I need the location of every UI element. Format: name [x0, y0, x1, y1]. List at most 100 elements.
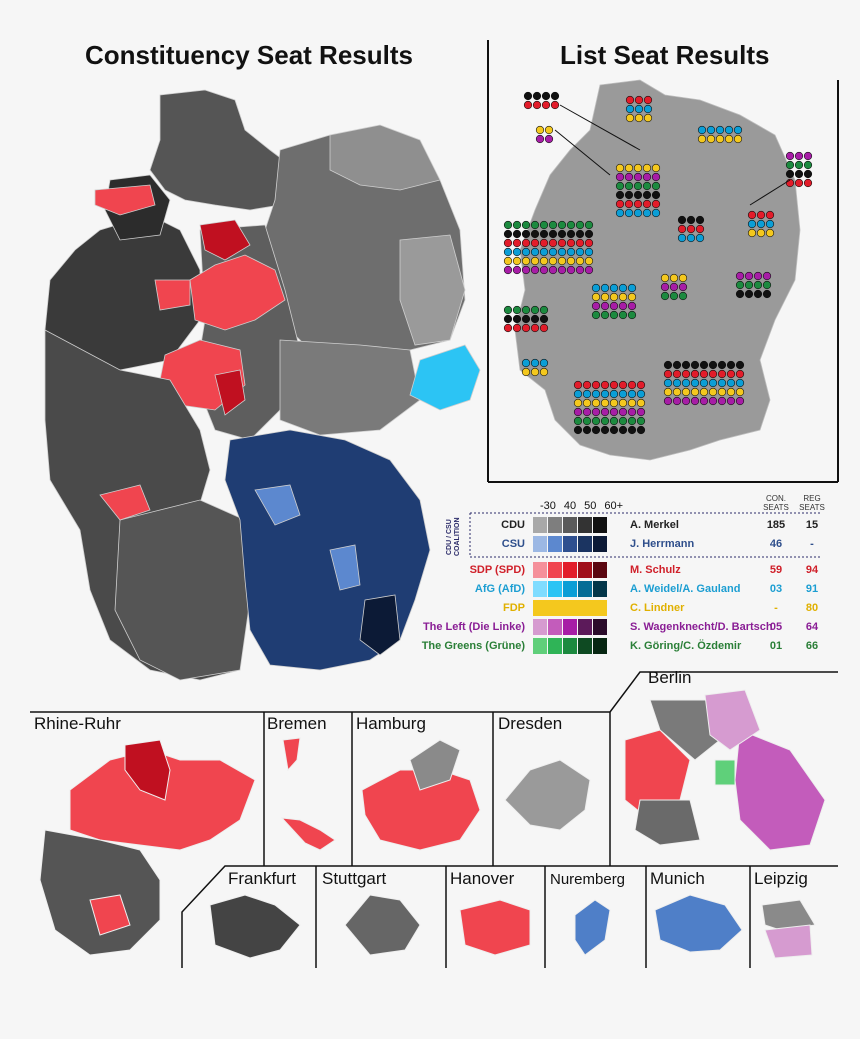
region-spd-north — [189, 254, 286, 331]
seat-dot — [699, 378, 709, 388]
seat-dot — [521, 247, 531, 257]
inset-shapes — [39, 689, 826, 959]
inset-label-nuremberg: Nuremberg — [550, 871, 626, 888]
legend-swatch — [548, 562, 562, 578]
legend-leader: A. Merkel — [630, 519, 679, 531]
seat-dot — [634, 95, 644, 105]
seat-dot — [651, 172, 661, 182]
legend-con-seats: 185 — [766, 519, 786, 531]
seat-dot — [609, 301, 619, 311]
seat-dot — [618, 310, 628, 320]
seat-dot — [733, 125, 743, 135]
seat-dot — [600, 425, 610, 435]
seat-dot — [724, 134, 734, 144]
seat-dot — [744, 280, 754, 290]
seat-dot — [756, 219, 766, 229]
seat-dot — [735, 396, 745, 406]
legend-swatch — [578, 581, 592, 597]
seat-dot — [573, 389, 583, 399]
seat-dot — [521, 358, 531, 368]
legend-party-name: FDP — [503, 602, 525, 614]
seat-dot — [566, 238, 576, 248]
seat-dot — [690, 360, 700, 370]
scale-label-4: 60+ — [604, 500, 624, 512]
region-east-light — [399, 234, 466, 346]
inset-label-rhine-ruhr: Rhine-Ruhr — [34, 714, 121, 733]
seat-dot — [627, 310, 637, 320]
seat-dot — [636, 416, 646, 426]
seat-dot — [609, 283, 619, 293]
seat-dot — [544, 125, 554, 135]
seat-dot — [625, 104, 635, 114]
seat-dot — [573, 398, 583, 408]
seat-dot — [600, 283, 610, 293]
seat-dot — [591, 425, 601, 435]
seat-dot — [523, 100, 533, 110]
seat-dot — [584, 265, 594, 275]
inset-stuttgart — [344, 894, 421, 956]
legend-swatch — [578, 619, 592, 635]
seat-dot — [735, 289, 745, 299]
seat-dot — [686, 233, 696, 243]
inset-berlin-left2 — [704, 689, 761, 751]
seat-dot — [717, 360, 727, 370]
seat-dot — [615, 190, 625, 200]
scale-label-1: -30 — [540, 500, 556, 512]
legend-swatch — [563, 619, 577, 635]
list-title: List Seat Results — [560, 40, 770, 70]
legend-party-name: CDU — [501, 519, 525, 531]
seat-dot — [582, 398, 592, 408]
seat-dot — [523, 91, 533, 101]
seat-dot — [690, 387, 700, 397]
seat-dot — [672, 369, 682, 379]
seat-dot — [627, 398, 637, 408]
seat-dot — [573, 407, 583, 417]
seat-dot — [530, 367, 540, 377]
legend-party-name: CSU — [501, 538, 525, 550]
legend-con-seats: 46 — [769, 538, 783, 550]
seat-dot — [708, 387, 718, 397]
region-spd-bw — [99, 484, 151, 521]
region-bw — [114, 499, 251, 681]
inset-rhine-ruhr-grey — [39, 829, 161, 956]
seat-dot — [686, 215, 696, 225]
legend-swatch — [563, 517, 577, 533]
inset-rhine-ruhr-dark — [124, 739, 171, 801]
seat-dot — [627, 301, 637, 311]
seat-dot — [575, 265, 585, 275]
seat-dot — [503, 256, 513, 266]
seat-dot — [618, 380, 628, 390]
seat-dot — [744, 289, 754, 299]
seat-dot — [669, 282, 679, 292]
seat-dot — [539, 358, 549, 368]
seat-dot — [663, 360, 673, 370]
seat-dot — [726, 369, 736, 379]
seat-dot — [618, 301, 628, 311]
seat-dot — [681, 360, 691, 370]
seat-dot — [695, 215, 705, 225]
inset-hamburg-grey — [409, 739, 461, 791]
legend-con-seats: 01 — [769, 640, 783, 652]
seat-dot — [582, 407, 592, 417]
seat-dot — [672, 360, 682, 370]
seat-dot — [532, 91, 542, 101]
seat-dot — [618, 425, 628, 435]
legend-swatch — [548, 619, 562, 635]
seat-dot — [803, 169, 813, 179]
seat-dot — [575, 220, 585, 230]
seat-dot — [557, 229, 567, 239]
seat-dot — [717, 396, 727, 406]
seat-dot — [535, 125, 545, 135]
seat-dot — [584, 247, 594, 257]
seat-dot — [697, 134, 707, 144]
col-reg-line2: SEATS — [799, 503, 825, 512]
seat-dot — [708, 369, 718, 379]
seat-dot — [600, 416, 610, 426]
seat-dot — [600, 301, 610, 311]
seat-dot — [618, 407, 628, 417]
seat-dot — [530, 247, 540, 257]
seat-dot — [541, 100, 551, 110]
legend-leader: K. Göring/C. Özdemir — [630, 640, 742, 652]
seat-dot — [573, 380, 583, 390]
seat-dot — [548, 220, 558, 230]
